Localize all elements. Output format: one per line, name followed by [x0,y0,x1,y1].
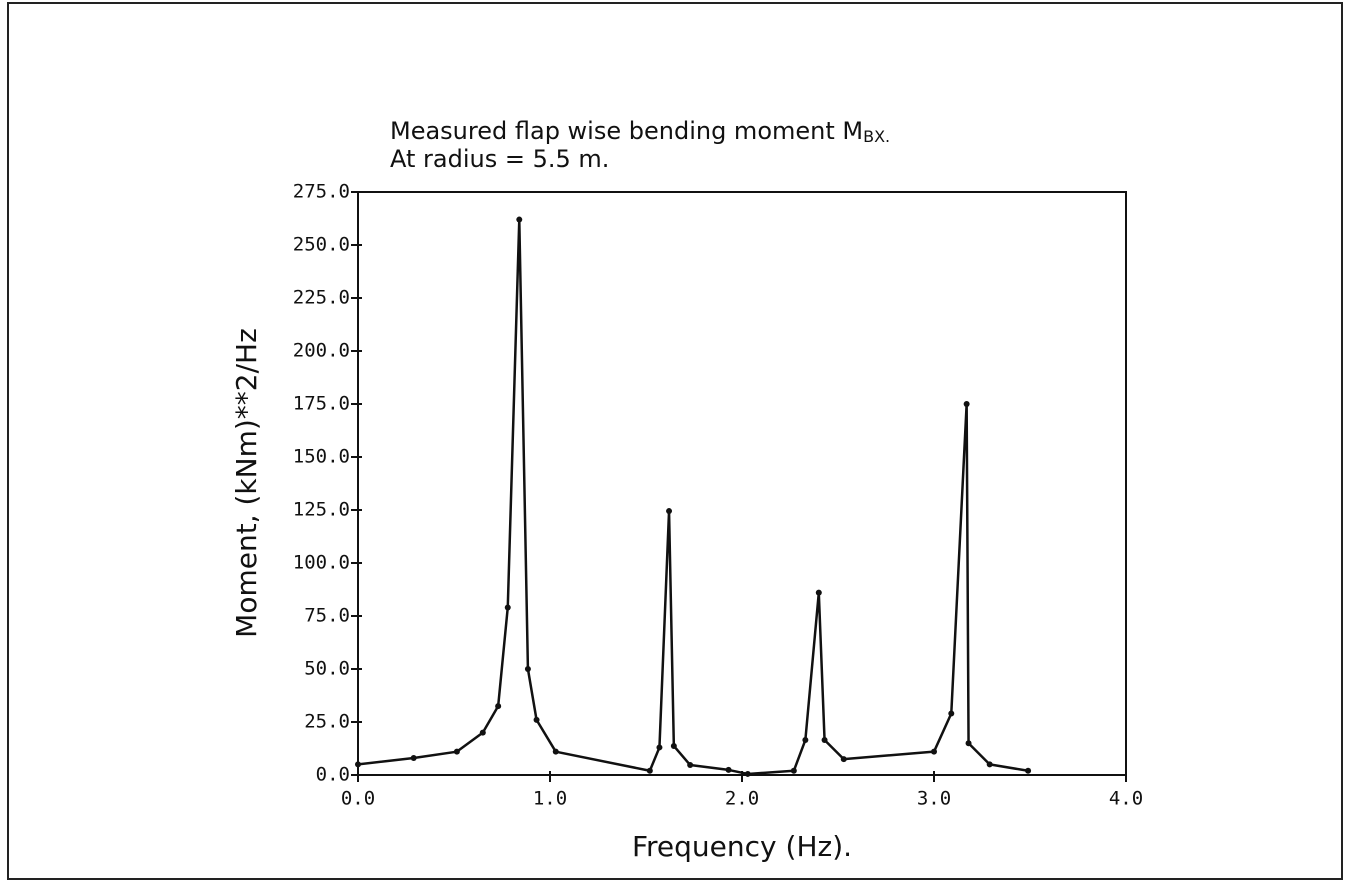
data-point [802,737,809,744]
data-point [504,604,511,611]
data-point [790,767,797,774]
data-point [725,766,732,773]
data-point [744,770,751,777]
y-tick-label: 100.0 [293,552,350,574]
x-tick-label: 3.0 [917,788,951,810]
data-point [840,756,847,763]
title-main: Measured flap wise bending moment M [390,117,863,145]
chart-title: Measured flap wise bending moment MBX. [390,117,890,146]
data-point [355,761,361,768]
y-tick-label: 225.0 [293,287,350,309]
data-point [963,401,970,407]
y-axis-label: Moment, (kNm)**2/Hz [230,328,263,638]
y-tick-label: 150.0 [293,446,350,468]
data-point [965,740,972,747]
y-tick-label: 0.0 [316,764,350,786]
chart-subtitle: At radius = 5.5 m. [390,145,609,173]
data-point [687,762,694,769]
data-point [646,767,653,774]
y-tick-label: 250.0 [293,234,350,256]
data-point [656,744,663,751]
y-tick-label: 200.0 [293,340,350,362]
data-point [815,589,822,596]
data-point [948,710,955,717]
plot-frame [357,191,1127,776]
data-point [670,742,677,749]
y-tick-label: 25.0 [304,711,350,733]
data-point [666,508,673,515]
x-tick-label: 2.0 [725,788,759,810]
page-frame [7,2,1343,880]
data-point [552,748,559,755]
data-point [821,737,828,744]
y-tick-label: 75.0 [304,605,350,627]
data-point [1025,767,1032,774]
data-point [479,729,486,736]
data-point [524,666,531,672]
y-tick-label: 275.0 [293,181,350,203]
y-tick-label: 125.0 [293,499,350,521]
title-subscript: BX. [863,127,890,146]
x-tick-label: 4.0 [1109,788,1143,810]
data-point [931,748,937,755]
y-tick-label: 50.0 [304,658,350,680]
data-point [516,216,523,223]
x-tick-label: 0.0 [341,788,375,810]
data-point [533,716,540,723]
y-tick-label: 175.0 [293,393,350,415]
data-point [986,761,993,768]
data-point [410,755,417,762]
data-point [495,703,502,710]
data-point [453,748,460,755]
x-tick-label: 1.0 [533,788,567,810]
data-line [357,218,1029,776]
x-axis-label: Frequency (Hz). [632,830,852,863]
